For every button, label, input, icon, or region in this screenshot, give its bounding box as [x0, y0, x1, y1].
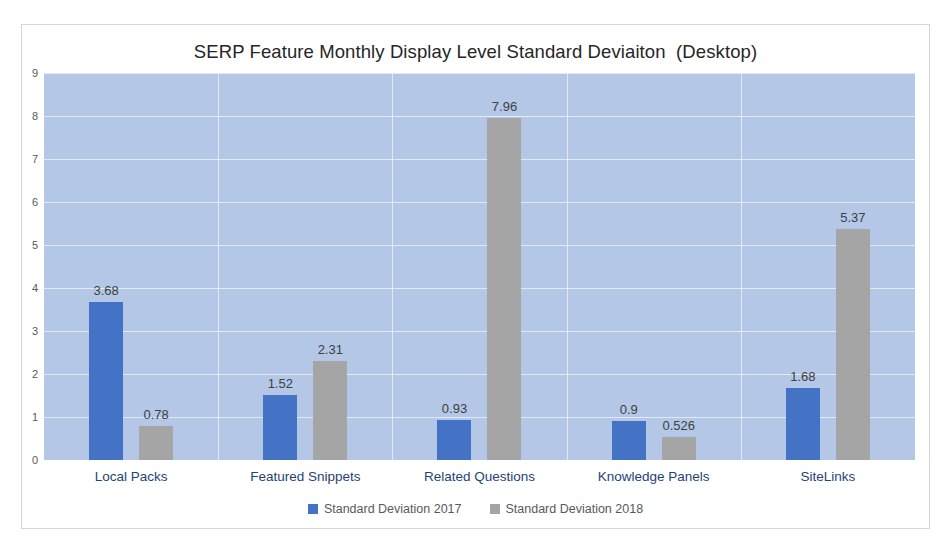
y-tick-label: 2 — [22, 367, 38, 381]
x-category-label: Related Questions — [392, 469, 566, 484]
legend-label: Standard Deviation 2018 — [506, 502, 644, 516]
x-category-label: SiteLinks — [741, 469, 915, 484]
y-tick-label: 9 — [22, 66, 38, 80]
bar: 7.96 — [487, 118, 521, 460]
y-tick-label: 0 — [22, 453, 38, 467]
category-group: 0.9 0.526 — [567, 73, 741, 460]
y-tick-label: 7 — [22, 152, 38, 166]
chart-title: SERP Feature Monthly Display Level Stand… — [22, 40, 929, 63]
category-group: 3.68 0.78 — [44, 73, 218, 460]
bar-value-label: 0.78 — [143, 407, 168, 422]
x-category-label: Local Packs — [44, 469, 218, 484]
bar: 2.31 — [313, 361, 347, 460]
y-tick-label: 6 — [22, 195, 38, 209]
bar: 1.52 — [263, 395, 297, 460]
bar-value-label: 0.526 — [662, 418, 695, 433]
bar-value-label: 0.9 — [620, 402, 638, 417]
bar-value-label: 1.52 — [268, 376, 293, 391]
bar-value-label: 0.93 — [442, 401, 467, 416]
bar: 0.78 — [139, 426, 173, 460]
bar-value-label: 3.68 — [93, 283, 118, 298]
bar: 0.526 — [662, 437, 696, 460]
bar: 1.68 — [786, 388, 820, 460]
y-tick-label: 3 — [22, 324, 38, 338]
y-tick-label: 8 — [22, 109, 38, 123]
x-category-label: Knowledge Panels — [567, 469, 741, 484]
legend: Standard Deviation 2017 Standard Deviatio… — [22, 502, 929, 516]
legend-item: Standard Deviation 2017 — [308, 502, 462, 516]
legend-swatch-icon — [308, 504, 318, 514]
chart-frame: SERP Feature Monthly Display Level Stand… — [21, 24, 930, 529]
bar: 5.37 — [836, 229, 870, 460]
bar-value-label: 1.68 — [790, 369, 815, 384]
legend-label: Standard Deviation 2017 — [324, 502, 462, 516]
category-group: 1.52 2.31 — [218, 73, 392, 460]
y-tick-label: 4 — [22, 281, 38, 295]
bar: 3.68 — [89, 302, 123, 460]
plot-area: 3.68 0.78 1.52 2.31 0.93 7.96 0.9 0.526 1.68 5.37 — [44, 73, 915, 460]
x-category-label: Featured Snippets — [218, 469, 392, 484]
bar: 0.93 — [437, 420, 471, 460]
y-tick-label: 1 — [22, 410, 38, 424]
category-group: 0.93 7.96 — [392, 73, 566, 460]
bar-value-label: 2.31 — [318, 342, 343, 357]
category-group: 1.68 5.37 — [741, 73, 915, 460]
y-tick-label: 5 — [22, 238, 38, 252]
legend-swatch-icon — [490, 504, 500, 514]
bar-value-label: 5.37 — [840, 210, 865, 225]
x-axis-labels: Local PacksFeatured SnippetsRelated Ques… — [44, 469, 915, 484]
bar-value-label: 7.96 — [492, 99, 517, 114]
bar: 0.9 — [612, 421, 646, 460]
legend-item: Standard Deviation 2018 — [490, 502, 644, 516]
